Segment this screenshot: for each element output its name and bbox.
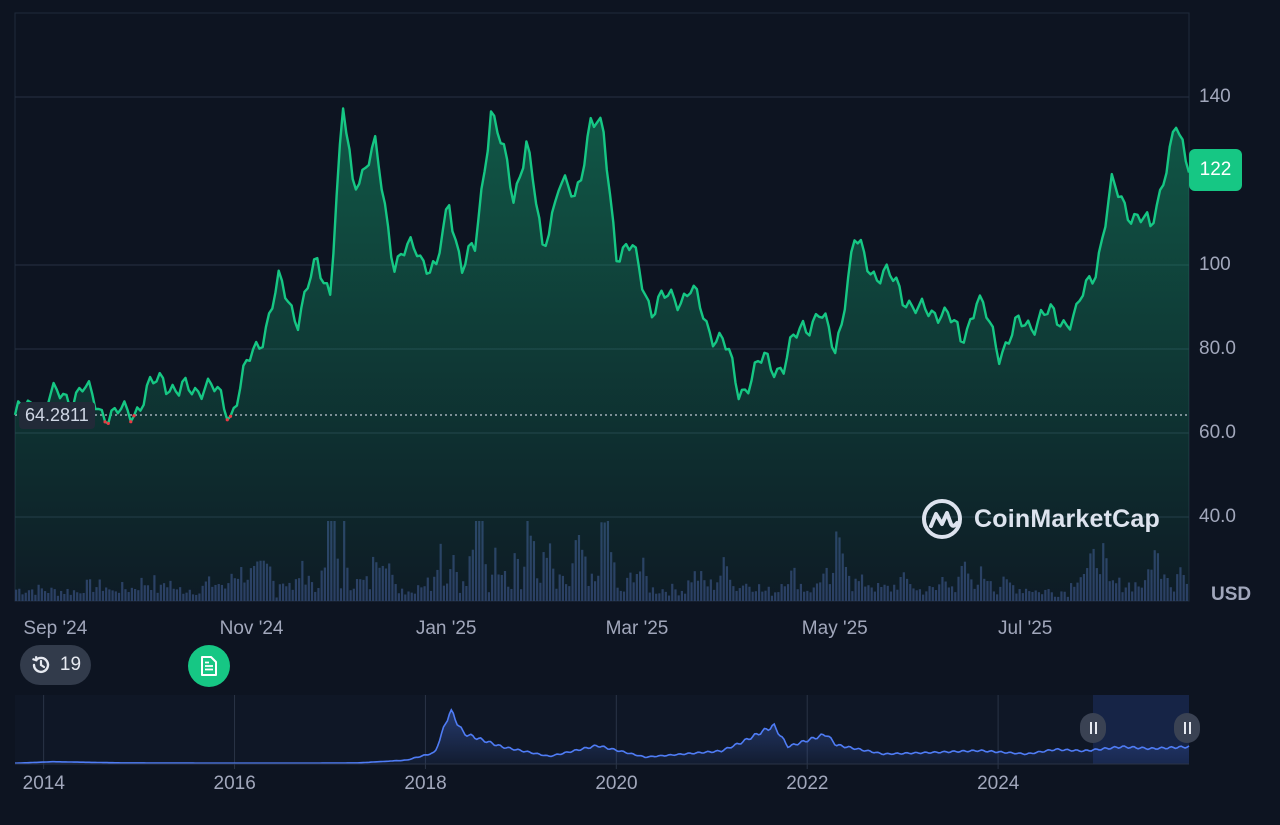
events-button[interactable]: 19 xyxy=(20,645,91,685)
x-tick-label: Jan '25 xyxy=(415,618,477,639)
navigator-tick-label: 2014 xyxy=(22,773,65,794)
navigator-tick-label: 2016 xyxy=(213,773,256,794)
price-line xyxy=(13,107,1191,425)
price-series xyxy=(13,107,1191,601)
price-area xyxy=(15,108,1189,601)
price-below-open-point xyxy=(228,414,233,418)
y-tick-label: 40.0 xyxy=(1199,506,1236,527)
navigator-right-handle[interactable] xyxy=(1174,713,1200,743)
price-below-open-point xyxy=(132,414,136,418)
price-below-open-point xyxy=(129,420,133,424)
x-tick-label: Nov '24 xyxy=(219,618,284,639)
coinmarketcap-icon xyxy=(922,499,962,539)
navigator-panel[interactable] xyxy=(15,695,1190,769)
price-below-open-point xyxy=(225,418,229,422)
history-icon xyxy=(32,656,50,674)
events-count: 19 xyxy=(59,654,82,675)
news-marker-button[interactable] xyxy=(188,645,230,687)
current-price-badge: 122 xyxy=(1189,149,1242,191)
currency-label: USD xyxy=(1211,584,1252,605)
brand-logo: CoinMarketCap xyxy=(920,497,1160,541)
brand-name: CoinMarketCap xyxy=(974,504,1160,533)
x-tick-label: Sep '24 xyxy=(23,618,88,639)
navigator-tick-label: 2018 xyxy=(404,773,447,794)
x-tick-label: Jul '25 xyxy=(998,618,1053,639)
navigator-tick-label: 2022 xyxy=(786,773,829,794)
y-tick-label: 80.0 xyxy=(1199,338,1236,359)
x-tick-label: May '25 xyxy=(801,618,868,639)
open-price-label: 64.2811 xyxy=(19,402,95,429)
price-below-open-point xyxy=(106,421,110,426)
navigator-area xyxy=(15,709,1189,764)
price-below-open-point xyxy=(103,420,107,424)
y-tick-label: 60.0 xyxy=(1199,422,1236,443)
x-tick-label: Mar '25 xyxy=(605,618,669,639)
y-tick-label: 100 xyxy=(1199,254,1231,275)
navigator-left-handle[interactable] xyxy=(1080,713,1106,743)
y-tick-label: 140 xyxy=(1199,86,1231,107)
document-icon xyxy=(201,656,217,676)
navigator-tick-label: 2020 xyxy=(595,773,638,794)
navigator-tick-label: 2024 xyxy=(977,773,1020,794)
navigator-line xyxy=(15,708,1190,764)
